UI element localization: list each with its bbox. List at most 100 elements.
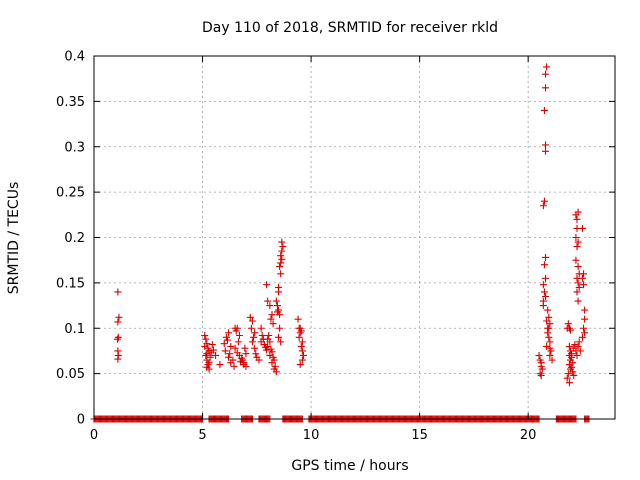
data-point — [542, 141, 550, 149]
data-point — [114, 318, 122, 326]
data-point — [542, 70, 550, 78]
data-point — [269, 320, 277, 328]
data-points — [90, 63, 593, 423]
x-tick-label: 5 — [198, 428, 206, 443]
data-point — [295, 333, 303, 341]
data-point — [578, 274, 586, 282]
data-point — [581, 329, 589, 337]
data-point — [225, 329, 233, 337]
data-point — [578, 333, 586, 341]
data-point — [276, 324, 284, 332]
data-point — [230, 362, 238, 370]
data-point — [545, 333, 553, 341]
data-point — [264, 297, 272, 305]
data-point — [539, 281, 547, 289]
data-point — [277, 252, 285, 260]
data-point — [265, 332, 273, 340]
data-point — [564, 320, 572, 328]
axis-ticks: 0 0.05 0.1 0.15 0.2 0.25 0.3 0.35 0.4 0 5 10 15 20 — [56, 50, 615, 443]
data-point — [263, 281, 271, 289]
data-point — [241, 344, 249, 352]
data-point — [114, 333, 122, 341]
data-point — [539, 302, 547, 310]
data-point — [548, 356, 556, 364]
data-point — [566, 326, 574, 334]
data-point — [268, 348, 276, 356]
data-point — [209, 346, 217, 354]
data-point — [580, 270, 588, 278]
data-point — [298, 356, 306, 364]
data-point — [574, 208, 582, 216]
y-tick-label: 0.3 — [64, 140, 85, 155]
data-point — [201, 332, 209, 340]
data-point — [251, 344, 259, 352]
y-tick-label: 0.4 — [64, 50, 85, 65]
y-axis-label: SRMTID / TECUs — [6, 182, 22, 295]
y-tick-label: 0.05 — [56, 367, 85, 382]
x-tick-label: 20 — [520, 428, 537, 443]
data-point — [202, 335, 210, 343]
data-point — [540, 261, 548, 269]
data-point — [546, 338, 554, 346]
data-point — [250, 333, 258, 341]
data-point — [542, 292, 550, 300]
data-point — [263, 346, 271, 354]
y-tick-label: 0.1 — [64, 322, 85, 337]
data-point — [542, 274, 550, 282]
data-point — [276, 311, 284, 319]
y-tick-label: 0.25 — [56, 186, 85, 201]
data-point — [276, 263, 284, 271]
data-point — [275, 288, 283, 296]
x-tick-label: 10 — [303, 428, 320, 443]
data-point — [277, 270, 285, 278]
data-point — [115, 313, 123, 321]
data-point — [224, 336, 232, 344]
data-point — [575, 338, 583, 346]
data-point — [248, 338, 256, 346]
data-point — [544, 306, 552, 314]
data-point — [538, 365, 546, 373]
data-point — [113, 335, 121, 343]
data-point — [252, 350, 260, 358]
data-point — [277, 259, 285, 267]
data-point — [234, 338, 242, 346]
data-point — [233, 324, 241, 332]
y-tick-label: 0.2 — [64, 231, 85, 246]
data-point — [574, 297, 582, 305]
data-point — [246, 313, 254, 321]
data-point — [542, 253, 550, 261]
data-point — [240, 359, 248, 367]
data-point — [547, 347, 555, 355]
data-point — [546, 320, 554, 328]
y-tick-label: 0 — [77, 413, 85, 428]
data-point — [542, 147, 550, 155]
y-tick-label: 0.15 — [56, 276, 85, 291]
data-point — [221, 347, 229, 355]
data-point — [251, 329, 259, 337]
data-point — [227, 342, 235, 350]
data-point — [248, 317, 256, 325]
x-axis-label: GPS time / hours — [291, 458, 408, 474]
data-point — [257, 324, 265, 332]
data-point — [272, 297, 280, 305]
data-point — [570, 371, 578, 379]
data-point — [544, 329, 552, 337]
data-point — [220, 340, 228, 348]
data-point — [576, 347, 584, 355]
data-point — [247, 324, 255, 332]
data-point — [573, 288, 581, 296]
data-point — [268, 311, 276, 319]
data-point — [278, 255, 286, 263]
data-point — [540, 288, 548, 296]
data-point — [540, 106, 548, 114]
data-point — [299, 351, 307, 359]
data-point — [225, 353, 233, 361]
data-point — [578, 224, 586, 232]
data-point — [298, 347, 306, 355]
data-point — [212, 351, 220, 359]
data-point — [543, 342, 551, 350]
data-point — [266, 338, 274, 346]
data-point — [574, 238, 582, 246]
data-point — [278, 247, 286, 255]
